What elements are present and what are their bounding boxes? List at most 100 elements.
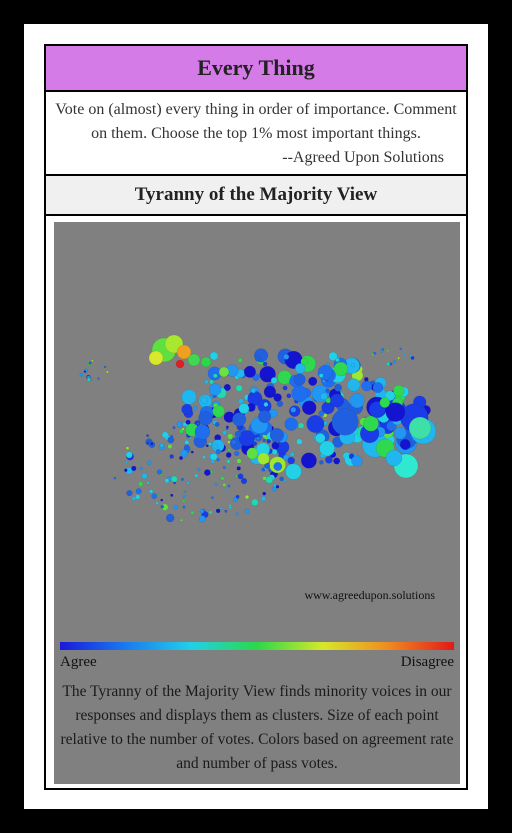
cluster-point bbox=[290, 406, 297, 413]
cluster-point bbox=[208, 510, 213, 515]
cluster-point bbox=[282, 385, 288, 391]
cluster-point bbox=[293, 373, 306, 386]
cluster-point bbox=[237, 357, 243, 363]
view-title: Tyranny of the Majority View bbox=[46, 176, 466, 216]
cluster-point bbox=[227, 448, 231, 452]
cluster-point bbox=[236, 466, 241, 471]
cluster-point bbox=[333, 361, 349, 377]
cluster-point bbox=[210, 496, 214, 500]
cluster-point bbox=[331, 408, 359, 436]
cluster-point bbox=[182, 505, 186, 509]
cluster-point bbox=[156, 469, 163, 475]
cluster-point bbox=[204, 379, 209, 385]
cluster-point bbox=[257, 452, 270, 465]
cluster-point bbox=[88, 361, 92, 365]
cluster-point bbox=[225, 452, 232, 458]
cluster-point bbox=[172, 426, 176, 430]
cluster-point bbox=[319, 460, 324, 465]
cluster-point bbox=[283, 353, 290, 360]
cluster-scatter-plot bbox=[79, 334, 437, 523]
cluster-point bbox=[385, 402, 406, 422]
cluster-point bbox=[180, 449, 189, 458]
cluster-point bbox=[232, 412, 247, 427]
cluster-point bbox=[224, 489, 228, 493]
card: Every Thing Vote on (almost) every thing… bbox=[44, 44, 468, 790]
cluster-point bbox=[181, 389, 197, 405]
cluster-point bbox=[287, 456, 295, 465]
cluster-point bbox=[222, 430, 227, 435]
cluster-point bbox=[79, 373, 84, 377]
cluster-point bbox=[349, 393, 365, 409]
cluster-point bbox=[192, 405, 198, 411]
cluster-point bbox=[250, 387, 257, 394]
cluster-point bbox=[264, 462, 271, 470]
cluster-point bbox=[271, 441, 280, 450]
cluster-point bbox=[386, 361, 391, 366]
cluster-point bbox=[138, 481, 144, 487]
cluster-point bbox=[276, 400, 284, 408]
cluster-point bbox=[181, 403, 193, 415]
cluster-point bbox=[297, 422, 305, 429]
cluster-point bbox=[194, 473, 199, 478]
cluster-point bbox=[270, 377, 278, 384]
cluster-point bbox=[182, 499, 186, 503]
cluster-point bbox=[176, 420, 184, 428]
card-description: Vote on (almost) every thing in order of… bbox=[46, 92, 466, 176]
cluster-point bbox=[125, 446, 130, 450]
cluster-point bbox=[199, 508, 205, 514]
cluster-point bbox=[202, 455, 206, 459]
cluster-point bbox=[265, 475, 274, 484]
cluster-point bbox=[279, 476, 284, 482]
cluster-point bbox=[222, 483, 227, 487]
cluster-point bbox=[179, 456, 183, 460]
cluster-point bbox=[263, 402, 269, 407]
cluster-point bbox=[240, 477, 248, 485]
cluster-point bbox=[260, 496, 267, 502]
cluster-point bbox=[234, 474, 238, 478]
cluster-point bbox=[208, 383, 222, 396]
cluster-point bbox=[135, 494, 141, 500]
cluster-point bbox=[198, 515, 206, 523]
cluster-point bbox=[227, 484, 231, 488]
cluster-point bbox=[160, 504, 165, 509]
cluster-point bbox=[308, 376, 318, 386]
cluster-point bbox=[183, 490, 187, 494]
cluster-point bbox=[125, 451, 133, 459]
cluster-point bbox=[209, 351, 219, 361]
cluster-point bbox=[238, 398, 244, 404]
cluster-point bbox=[286, 393, 292, 399]
cluster-point bbox=[236, 458, 242, 464]
cluster-point bbox=[146, 441, 150, 445]
cluster-point bbox=[328, 351, 338, 361]
cluster-point bbox=[190, 450, 194, 454]
cluster-point bbox=[178, 428, 184, 434]
cluster-point bbox=[269, 427, 285, 443]
cluster-point bbox=[335, 357, 340, 363]
cluster-point bbox=[364, 376, 369, 382]
cluster-point bbox=[296, 438, 303, 445]
cluster-point bbox=[210, 453, 218, 461]
cluster-point bbox=[238, 403, 250, 415]
cluster-point bbox=[300, 452, 317, 469]
cluster-point bbox=[196, 422, 200, 426]
cluster-point bbox=[227, 440, 231, 444]
cluster-point bbox=[386, 349, 389, 352]
cluster-point bbox=[301, 400, 317, 415]
cluster-point bbox=[289, 451, 295, 457]
cluster-point bbox=[251, 498, 259, 507]
cluster-point bbox=[164, 478, 170, 483]
cluster-point bbox=[392, 359, 397, 364]
cluster-point bbox=[146, 460, 152, 466]
cluster-point bbox=[294, 363, 306, 374]
cluster-point bbox=[325, 455, 333, 464]
cluster-point bbox=[235, 512, 239, 516]
cluster-point bbox=[243, 365, 256, 378]
cluster-point bbox=[263, 385, 277, 399]
scale-label-disagree: Disagree bbox=[400, 654, 454, 670]
cluster-point bbox=[226, 459, 231, 464]
cluster-point bbox=[176, 344, 192, 360]
cluster-point bbox=[246, 447, 259, 460]
cluster-point bbox=[318, 373, 324, 378]
cluster-point bbox=[83, 370, 87, 373]
cluster-point bbox=[262, 491, 267, 496]
